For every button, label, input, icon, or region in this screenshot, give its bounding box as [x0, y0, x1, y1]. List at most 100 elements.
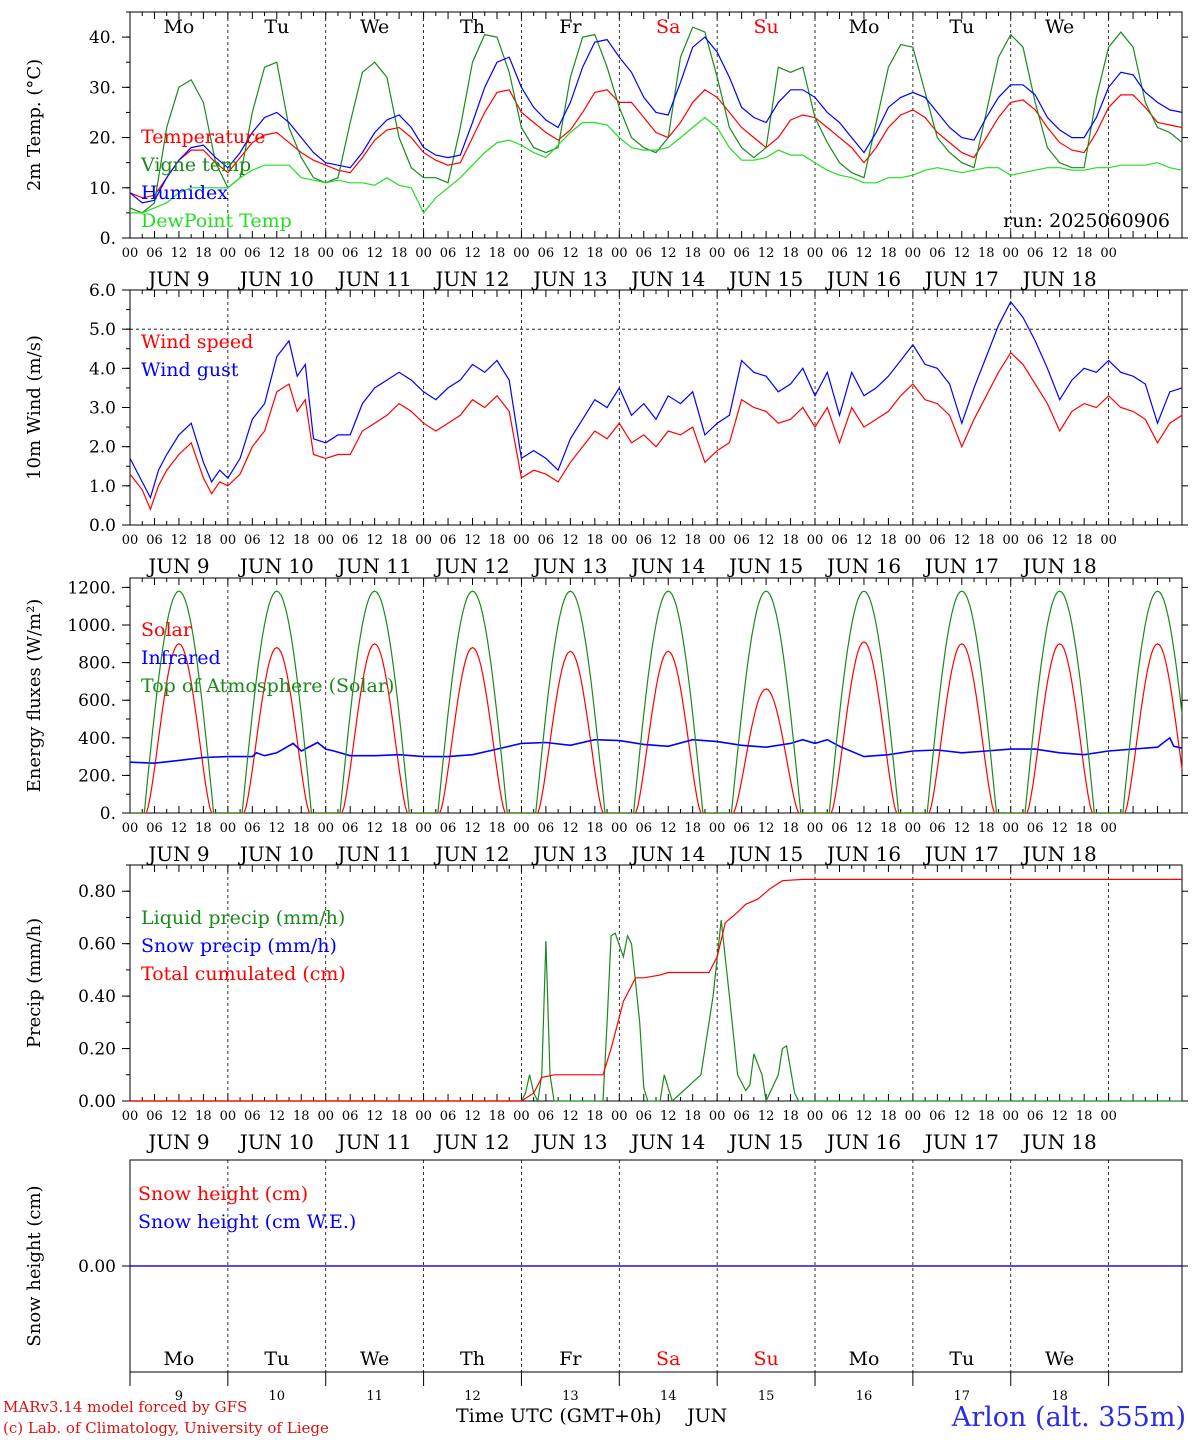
- hour-tick-label: 00: [1100, 821, 1117, 836]
- date-label: JUN 10: [238, 1130, 314, 1154]
- hour-tick-label: 12: [464, 533, 481, 548]
- hour-tick-label: 00: [905, 1109, 922, 1124]
- legend-entry: Temperature: [141, 126, 265, 148]
- hour-tick-label: 18: [195, 1109, 212, 1124]
- day-of-week-label: Su: [753, 16, 778, 38]
- date-label: JUN 11: [336, 267, 412, 291]
- hour-tick-label: 12: [954, 821, 971, 836]
- y-tick-label: 1000.: [67, 616, 116, 636]
- hour-tick-label: 18: [978, 1109, 995, 1124]
- hour-tick-label: 00: [513, 533, 530, 548]
- day-of-week-label: We: [360, 16, 389, 38]
- date-label: JUN 12: [433, 1130, 509, 1154]
- hour-tick-label: 12: [562, 821, 579, 836]
- date-label: JUN 13: [531, 267, 607, 291]
- hour-tick-label: 18: [782, 533, 799, 548]
- date-label: JUN 18: [1021, 842, 1097, 866]
- day-of-week-label: Sa: [656, 16, 680, 38]
- hour-tick-label: 18: [782, 821, 799, 836]
- hour-tick-label: 12: [758, 821, 775, 836]
- hour-tick-label: 00: [317, 533, 334, 548]
- hour-tick-label: 00: [905, 533, 922, 548]
- hour-tick-label: 00: [1002, 1109, 1019, 1124]
- series-line-wind-gust: [129, 300, 1183, 500]
- date-label: JUN 9: [146, 1130, 209, 1154]
- date-label: JUN 16: [825, 554, 901, 578]
- hour-tick-label: 06: [342, 533, 359, 548]
- hour-tick-label: 12: [464, 821, 481, 836]
- hour-tick-label: 18: [1076, 821, 1093, 836]
- hour-tick-label: 12: [366, 533, 383, 548]
- bottom-day-number: 17: [954, 1389, 971, 1404]
- legend-entry: Total cumulated (cm): [141, 963, 346, 985]
- bottom-day-number: 14: [660, 1389, 677, 1404]
- hour-tick-label: 18: [293, 1109, 310, 1124]
- hour-tick-label: 06: [831, 1109, 848, 1124]
- hour-tick-label: 00: [1100, 246, 1117, 261]
- hour-tick-label: 00: [1002, 246, 1019, 261]
- hour-tick-label: 12: [856, 821, 873, 836]
- hour-tick-label: 06: [1027, 1109, 1044, 1124]
- hour-tick-label: 18: [195, 821, 212, 836]
- hour-tick-label: 00: [317, 1109, 334, 1124]
- y-tick-label: 5.0: [89, 320, 116, 340]
- hour-tick-label: 12: [660, 533, 677, 548]
- hour-tick-label: 12: [856, 533, 873, 548]
- bottom-day-number: 13: [562, 1389, 579, 1404]
- hour-tick-label: 18: [293, 821, 310, 836]
- hour-tick-label: 12: [562, 246, 579, 261]
- date-label: JUN 10: [238, 554, 314, 578]
- hour-tick-label: 18: [489, 821, 506, 836]
- hour-tick-label: 18: [391, 821, 408, 836]
- hour-tick-label: 00: [611, 246, 628, 261]
- hour-tick-label: 00: [709, 246, 726, 261]
- hour-tick-label: 00: [415, 1109, 432, 1124]
- hour-tick-label: 18: [880, 821, 897, 836]
- hour-tick-label: 12: [1051, 1109, 1068, 1124]
- legend-entry: Vigne temp: [140, 154, 251, 176]
- series-line-infrared: [129, 736, 1183, 765]
- hour-tick-label: 06: [244, 533, 261, 548]
- date-label: JUN 12: [433, 267, 509, 291]
- hour-tick-label: 06: [733, 246, 750, 261]
- ylabel-temp: 2m Temp. (°C): [24, 59, 45, 191]
- ylabel-energy: Energy fluxes (W/m²): [24, 599, 45, 793]
- day-of-week-label: Sa: [656, 1348, 680, 1370]
- hour-tick-label: 00: [415, 821, 432, 836]
- hour-tick-label: 00: [1002, 533, 1019, 548]
- hour-tick-label: 18: [978, 246, 995, 261]
- hour-tick-label: 06: [929, 1109, 946, 1124]
- date-label: JUN 14: [629, 1130, 705, 1154]
- hour-tick-label: 06: [733, 821, 750, 836]
- hour-tick-label: 00: [1100, 1109, 1117, 1124]
- hour-tick-label: 18: [1076, 1109, 1093, 1124]
- hour-tick-label: 06: [929, 246, 946, 261]
- date-label: JUN 15: [727, 267, 803, 291]
- y-tick-label: 600.: [78, 691, 116, 711]
- date-label: JUN 17: [923, 1130, 999, 1154]
- hour-tick-label: 06: [1027, 821, 1044, 836]
- series-line-top-of-atmosphere-solar-: [130, 590, 1183, 814]
- hour-tick-label: 06: [146, 1109, 163, 1124]
- hour-tick-label: 12: [171, 533, 188, 548]
- hour-tick-label: 06: [146, 533, 163, 548]
- hour-tick-label: 06: [440, 246, 457, 261]
- y-tick-label: 400.: [78, 729, 116, 749]
- hour-tick-label: 00: [807, 533, 824, 548]
- legend-entry: Snow height (cm): [138, 1183, 308, 1205]
- date-label: JUN 10: [238, 267, 314, 291]
- date-label: JUN 17: [923, 267, 999, 291]
- hour-tick-label: 00: [905, 246, 922, 261]
- y-tick-label: 2.0: [89, 438, 116, 458]
- hour-tick-label: 06: [244, 821, 261, 836]
- panel-frame-0: [129, 11, 1183, 239]
- hour-tick-label: 06: [146, 246, 163, 261]
- hour-tick-label: 00: [415, 533, 432, 548]
- legend-entry: Wind gust: [141, 359, 239, 381]
- legend-entry: Solar: [141, 619, 193, 641]
- day-of-week-label: Tu: [264, 1348, 289, 1370]
- hour-tick-label: 06: [1027, 533, 1044, 548]
- hour-tick-label: 00: [122, 1109, 139, 1124]
- date-label: JUN 16: [825, 842, 901, 866]
